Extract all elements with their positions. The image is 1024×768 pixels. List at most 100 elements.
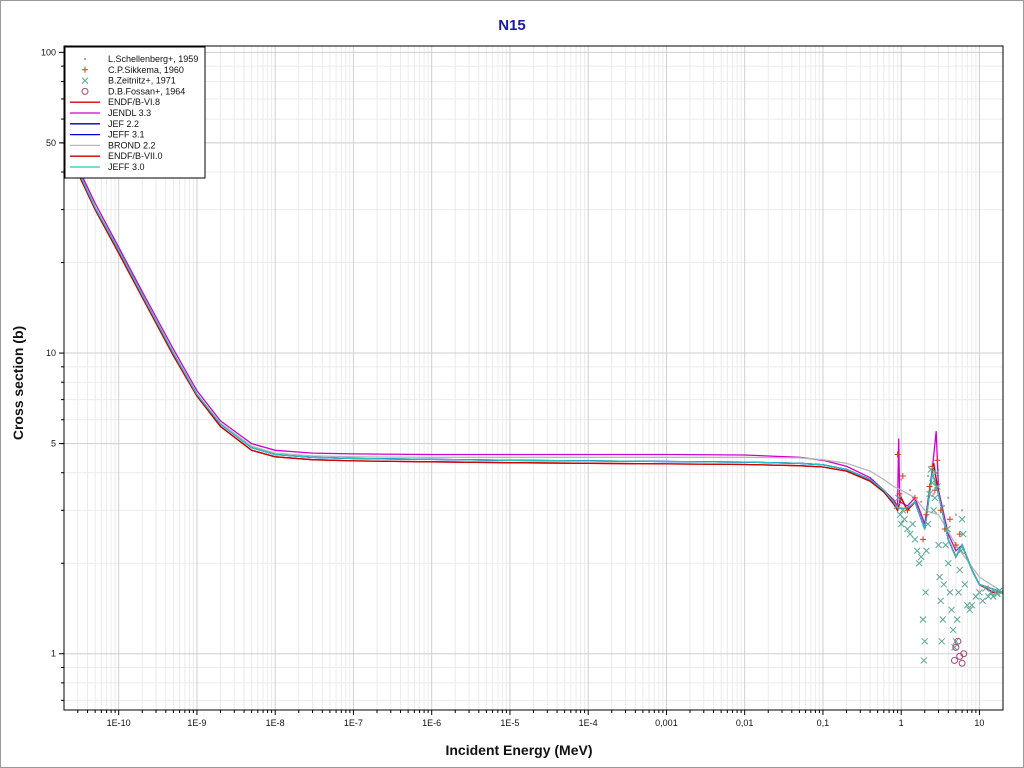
x-tick-label: 1E-7 [344, 718, 363, 728]
data-point-b-zeitnitz-1971 [913, 547, 921, 555]
legend-label-c-p-sikkema-1960: C.P.Sikkema, 1960 [108, 65, 184, 75]
data-point-d-b-fossan-1964 [960, 650, 968, 658]
data-point-b-zeitnitz-1971 [939, 616, 947, 623]
data-point-c-p-sikkema-1960 [931, 487, 938, 494]
data-point-l-schellenberg-1959 [960, 509, 964, 512]
data-point-c-p-sikkema-1960 [946, 516, 953, 523]
data-point-c-p-sikkema-1960 [911, 494, 918, 501]
x-tick-label: 10 [974, 718, 984, 728]
data-point-b-zeitnitz-1971 [922, 589, 929, 596]
legend-label-jef-2-2: JEF 2.2 [108, 119, 139, 129]
data-point-c-p-sikkema-1960 [934, 457, 941, 464]
legend-marker-b-zeitnitz-1971 [81, 77, 89, 84]
data-point-b-zeitnitz-1971 [949, 626, 957, 634]
data-point-b-zeitnitz-1971 [926, 490, 933, 498]
legend-label-jeff-3-1: JEFF 3.1 [108, 130, 145, 140]
data-point-b-zeitnitz-1971 [928, 479, 936, 487]
y-tick-label: 100 [41, 47, 56, 57]
legend-label-endf-b-vi-8: ENDF/B-VI.8 [108, 97, 160, 107]
data-point-b-zeitnitz-1971 [915, 559, 923, 567]
data-point-b-zeitnitz-1971 [927, 466, 935, 473]
data-point-b-zeitnitz-1971 [976, 589, 983, 596]
data-point-d-b-fossan-1964 [952, 643, 960, 651]
data-point-c-p-sikkema-1960 [923, 511, 930, 518]
data-point-d-b-fossan-1964 [954, 637, 962, 645]
data-point-c-p-sikkema-1960 [926, 483, 933, 490]
x-axis-label: Incident Energy (MeV) [445, 742, 592, 758]
chart-title: N15 [498, 17, 526, 34]
x-tick-label: 1E-6 [422, 718, 441, 728]
series-line-jendl-3-3 [71, 153, 1003, 594]
data-point-b-zeitnitz-1971 [968, 601, 976, 609]
data-point-b-zeitnitz-1971 [979, 597, 987, 605]
data-point-b-zeitnitz-1971 [961, 581, 969, 588]
data-point-b-zeitnitz-1971 [934, 483, 941, 490]
data-point-b-zeitnitz-1971 [982, 584, 989, 592]
x-tick-label: 1E-8 [266, 718, 285, 728]
data-point-b-zeitnitz-1971 [901, 515, 908, 523]
data-point-b-zeitnitz-1971 [904, 525, 911, 533]
data-point-b-zeitnitz-1971 [956, 566, 964, 574]
data-point-b-zeitnitz-1971 [959, 530, 967, 538]
data-point-b-zeitnitz-1971 [989, 593, 997, 600]
y-tick-label: 5 [51, 439, 56, 449]
data-point-c-p-sikkema-1960 [896, 490, 903, 497]
data-point-b-zeitnitz-1971 [948, 606, 955, 614]
data-point-b-zeitnitz-1971 [953, 616, 961, 623]
y-tick-label: 10 [46, 348, 56, 358]
data-point-l-schellenberg-1959 [919, 500, 923, 504]
data-point-l-schellenberg-1959 [942, 504, 945, 508]
series-line-jeff-3-0 [71, 156, 1003, 594]
y-axis-label: Cross section (b) [10, 326, 26, 440]
data-point-b-zeitnitz-1971 [920, 657, 928, 664]
data-point-b-zeitnitz-1971 [946, 589, 954, 596]
data-point-b-zeitnitz-1971 [935, 541, 942, 549]
data-point-b-zeitnitz-1971 [919, 616, 927, 623]
legend-label-d-b-fossan-1964: D.B.Fossan+, 1964 [108, 86, 185, 96]
data-point-b-zeitnitz-1971 [917, 553, 925, 561]
y-tick-label: 50 [46, 138, 56, 148]
data-point-b-zeitnitz-1971 [909, 520, 916, 528]
legend-label-l-schellenberg-1959: L.Schellenberg+, 1959 [108, 54, 198, 64]
data-point-b-zeitnitz-1971 [952, 637, 960, 645]
legend-label-jendl-3-3: JENDL 3.3 [108, 108, 151, 118]
y-tick-label: 1 [51, 649, 56, 659]
legend-label-jeff-3-0: JEFF 3.0 [108, 162, 145, 172]
data-point-b-zeitnitz-1971 [932, 469, 940, 477]
data-point-b-zeitnitz-1971 [966, 606, 974, 614]
data-point-b-zeitnitz-1971 [994, 590, 1001, 598]
data-point-b-zeitnitz-1971 [955, 589, 962, 596]
data-point-b-zeitnitz-1971 [936, 573, 943, 581]
data-point-b-zeitnitz-1971 [997, 589, 1003, 596]
x-tick-label: 0,1 [817, 718, 830, 728]
data-point-c-p-sikkema-1960 [956, 531, 963, 538]
x-axis: 1E-10 1E-9 1E-8 1E-7 1E-6 1E-5 1E-4 0,001 0,01 0,… [77, 710, 984, 728]
data-point-b-zeitnitz-1971 [923, 547, 930, 555]
x-tick-label: 1 [899, 718, 904, 728]
data-point-c-p-sikkema-1960 [941, 525, 948, 532]
x-tick-label: 1E-10 [107, 718, 131, 728]
legend-label-b-zeitnitz-1971: B.Zeitnitz+, 1971 [108, 76, 176, 86]
data-point-l-schellenberg-1959 [908, 488, 912, 492]
data-point-b-zeitnitz-1971 [897, 520, 905, 528]
data-point-c-p-sikkema-1960 [894, 451, 901, 458]
data-point-b-zeitnitz-1971 [944, 525, 951, 533]
data-point-b-zeitnitz-1971 [937, 597, 945, 605]
data-point-b-zeitnitz-1971 [958, 515, 966, 523]
data-point-b-zeitnitz-1971 [911, 536, 919, 543]
data-point-b-zeitnitz-1971 [899, 506, 907, 514]
data-point-l-schellenberg-1959 [954, 513, 958, 516]
data-point-b-zeitnitz-1971 [957, 547, 965, 555]
data-point-b-zeitnitz-1971 [930, 506, 938, 514]
x-tick-label: 0,01 [736, 718, 754, 728]
data-point-b-zeitnitz-1971 [951, 644, 958, 651]
data-point-b-zeitnitz-1971 [944, 559, 952, 567]
legend-marker-l-schellenberg-1959 [83, 57, 87, 61]
data-point-b-zeitnitz-1971 [895, 494, 902, 502]
legend-marker-c-p-sikkema-1960 [82, 66, 88, 73]
data-point-l-schellenberg-1959 [947, 496, 950, 500]
data-point-b-zeitnitz-1971 [985, 593, 992, 600]
data-point-c-p-sikkema-1960 [937, 507, 944, 514]
